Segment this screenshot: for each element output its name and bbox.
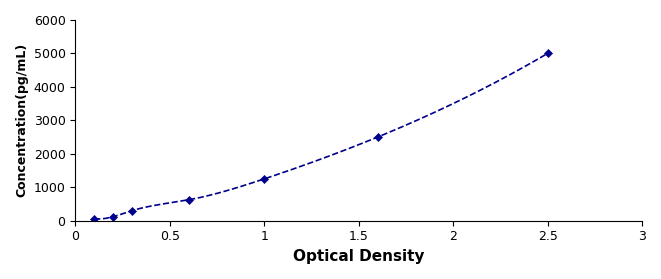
X-axis label: Optical Density: Optical Density [293, 249, 424, 264]
Y-axis label: Concentration(pg/mL): Concentration(pg/mL) [15, 43, 28, 198]
